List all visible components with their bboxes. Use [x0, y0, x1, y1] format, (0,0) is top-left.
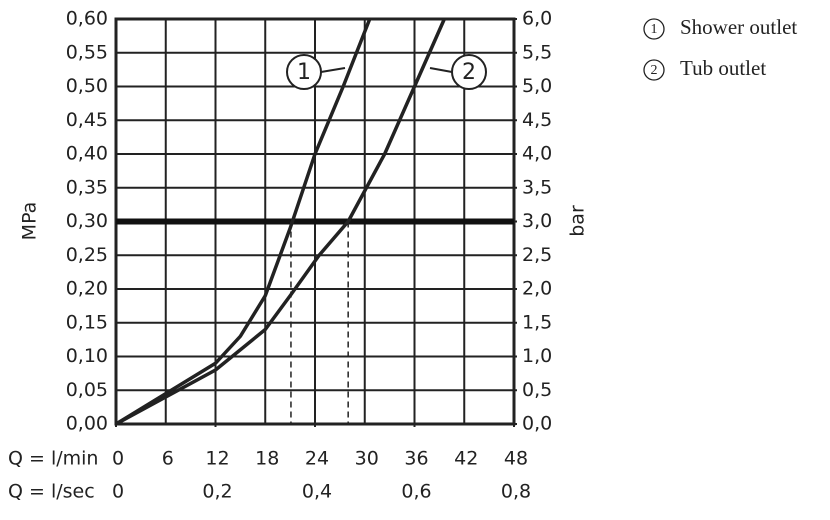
x-tick-label: 36 [404, 448, 428, 470]
legend-symbol-label: 2 [651, 63, 658, 78]
x2-tick-label: 0,2 [202, 481, 232, 503]
y2-axis-label: bar [567, 205, 589, 237]
leader-line [320, 67, 346, 73]
x2-tick-label: 0,6 [401, 481, 431, 503]
y2-tick-label: 5,0 [522, 75, 552, 97]
x-tick-label: 42 [454, 448, 478, 470]
legend-symbol [643, 59, 665, 81]
y2-tick-label: 6,0 [522, 8, 552, 30]
legend-symbol-label: 1 [651, 22, 658, 37]
line-series [115, 18, 372, 426]
y-tick-label: 0,60 [66, 8, 108, 30]
legend-symbol [643, 18, 665, 40]
y2-tick-label: 2,5 [522, 244, 552, 266]
curve-label: 2 [462, 60, 476, 85]
y2-tick-label: 0,5 [522, 379, 552, 401]
y-tick-label: 0,30 [66, 210, 108, 232]
x2-tick-label: 0,4 [302, 481, 332, 503]
y2-tick-label: 5,5 [522, 41, 552, 63]
x-axis-label: Q = l/min [8, 448, 98, 470]
x-tick-label: 48 [504, 448, 528, 470]
y-tick-label: 0,55 [66, 41, 108, 63]
y-tick-label: 0,10 [66, 345, 108, 367]
x-tick-label: 6 [162, 448, 174, 470]
y2-tick-label: 4,0 [522, 143, 552, 165]
y2-tick-label: 0,0 [522, 413, 552, 435]
y2-tick-label: 1,0 [522, 345, 552, 367]
y-tick-label: 0,35 [66, 176, 108, 198]
curve-label-circle [451, 54, 487, 90]
y-axis-label: MPa [19, 202, 41, 241]
y2-tick-label: 1,5 [522, 311, 552, 333]
curve-label-circle [286, 54, 322, 90]
x2-tick-label: 0,8 [501, 481, 531, 503]
x-tick-label: 12 [205, 448, 229, 470]
line-series [115, 18, 446, 426]
legend-label: Shower outlet [680, 15, 797, 39]
x-tick-label: 24 [305, 448, 329, 470]
x2-axis-label: Q = l/sec [8, 481, 95, 503]
y-tick-label: 0,50 [66, 75, 108, 97]
y2-tick-label: 3,5 [522, 176, 552, 198]
legend: 1 Shower outlet 2 Tub outlet [643, 15, 797, 81]
y-tick-label: 0,25 [66, 244, 108, 266]
y-tick-label: 0,00 [66, 413, 108, 435]
x-tick-label: 0 [112, 448, 124, 470]
y-tick-label: 0,45 [66, 109, 108, 131]
curve-label: 1 [297, 60, 311, 85]
x-tick-label: 18 [255, 448, 279, 470]
legend-label: Tub outlet [680, 56, 766, 80]
y2-tick-label: 3,0 [522, 210, 552, 232]
y-tick-label: 0,20 [66, 278, 108, 300]
y2-tick-label: 2,0 [522, 278, 552, 300]
y-tick-label: 0,05 [66, 379, 108, 401]
y-tick-label: 0,15 [66, 311, 108, 333]
x-tick-label: 30 [355, 448, 379, 470]
x2-tick-label: 0 [112, 481, 124, 503]
y-tick-label: 0,40 [66, 143, 108, 165]
y2-tick-label: 4,5 [522, 109, 552, 131]
leader-line [429, 67, 453, 73]
